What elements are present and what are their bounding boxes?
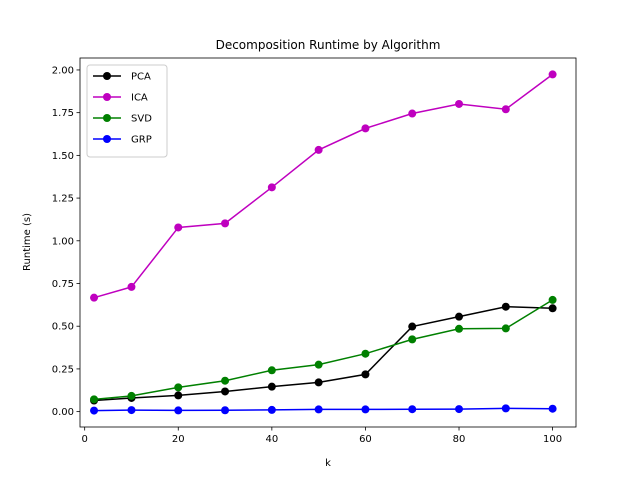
y-tick-label: 0.50	[52, 322, 74, 333]
data-point	[501, 324, 510, 333]
y-axis: 0.00 0.25 0.50 0.75 1.00 1.25 1.50 1.75 2.00	[52, 65, 80, 418]
legend-marker	[103, 93, 111, 101]
x-tick-label: 80	[453, 434, 466, 445]
data-point	[174, 383, 183, 392]
y-tick-label: 2.00	[52, 65, 74, 76]
plot-area	[90, 70, 557, 415]
y-tick-label: 1.75	[52, 108, 74, 119]
data-point	[267, 405, 276, 414]
data-point	[548, 70, 557, 79]
x-tick-label: 0	[81, 434, 87, 445]
data-point	[548, 295, 557, 304]
y-tick-label: 1.00	[52, 236, 74, 247]
data-point	[314, 360, 323, 369]
data-point	[548, 304, 557, 313]
legend-label: ICA	[131, 93, 148, 104]
data-point	[221, 406, 230, 415]
x-axis-title: k	[325, 458, 331, 469]
legend-label: GRP	[131, 135, 152, 146]
legend-marker	[103, 135, 111, 143]
legend-item: ICA	[93, 93, 148, 104]
y-tick-label: 1.50	[52, 151, 74, 162]
data-point	[127, 282, 136, 291]
data-point	[174, 406, 183, 415]
series-grp	[90, 404, 557, 415]
series-svd	[90, 295, 557, 404]
series-ica	[90, 70, 557, 302]
axes-frame	[79, 57, 577, 428]
x-tick-label: 20	[172, 434, 185, 445]
y-tick-label: 0.00	[52, 407, 74, 418]
x-axis: 0 20 40 60 80 100	[81, 427, 562, 445]
data-point	[314, 145, 323, 154]
data-point	[455, 312, 464, 321]
series-line	[94, 407, 553, 412]
data-point	[267, 366, 276, 375]
data-point	[408, 335, 417, 344]
x-tick-label: 60	[359, 434, 372, 445]
legend-box	[86, 64, 168, 158]
series-line	[93, 299, 553, 401]
x-tick-label: 40	[265, 434, 278, 445]
data-point	[548, 404, 557, 413]
data-point	[455, 99, 464, 108]
data-point	[361, 124, 370, 133]
data-point	[221, 387, 230, 396]
data-point	[221, 376, 230, 385]
legend-label: PCA	[131, 72, 151, 83]
series-pca	[90, 302, 557, 405]
data-point	[314, 378, 323, 387]
y-tick-label: 0.75	[52, 279, 74, 290]
data-point	[127, 406, 136, 415]
data-point	[267, 382, 276, 391]
legend-item: GRP	[93, 135, 152, 146]
data-point	[501, 404, 510, 413]
legend: PCA ICA SVD GRP	[86, 64, 168, 158]
data-point	[408, 322, 417, 331]
data-point	[501, 302, 510, 311]
legend-marker	[103, 72, 111, 80]
data-point	[221, 219, 230, 228]
y-tick-label: 1.25	[52, 194, 74, 205]
data-point	[90, 406, 99, 415]
data-point	[455, 405, 464, 414]
data-point	[90, 293, 99, 302]
series-line	[93, 305, 553, 402]
x-tick-label: 100	[543, 434, 562, 445]
data-point	[361, 349, 370, 358]
data-point	[174, 223, 183, 232]
chart-title: Decomposition Runtime by Algorithm	[216, 38, 441, 52]
data-point	[267, 183, 276, 192]
y-axis-title: Runtime (s)	[22, 213, 33, 271]
data-point	[361, 370, 370, 379]
data-point	[408, 109, 417, 118]
legend-marker	[103, 114, 111, 122]
data-point	[361, 405, 370, 414]
legend-item: SVD	[93, 114, 152, 125]
data-point	[455, 324, 464, 333]
data-point	[408, 405, 417, 414]
data-point	[314, 405, 323, 414]
data-point	[127, 391, 136, 400]
legend-item: PCA	[93, 72, 151, 83]
data-point	[90, 395, 99, 404]
legend-label: SVD	[131, 114, 152, 125]
data-point	[174, 391, 183, 400]
y-tick-label: 0.25	[52, 364, 74, 375]
data-point	[501, 105, 510, 114]
